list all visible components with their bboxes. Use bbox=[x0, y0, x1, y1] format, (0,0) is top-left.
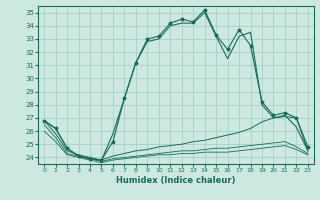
X-axis label: Humidex (Indice chaleur): Humidex (Indice chaleur) bbox=[116, 176, 236, 185]
